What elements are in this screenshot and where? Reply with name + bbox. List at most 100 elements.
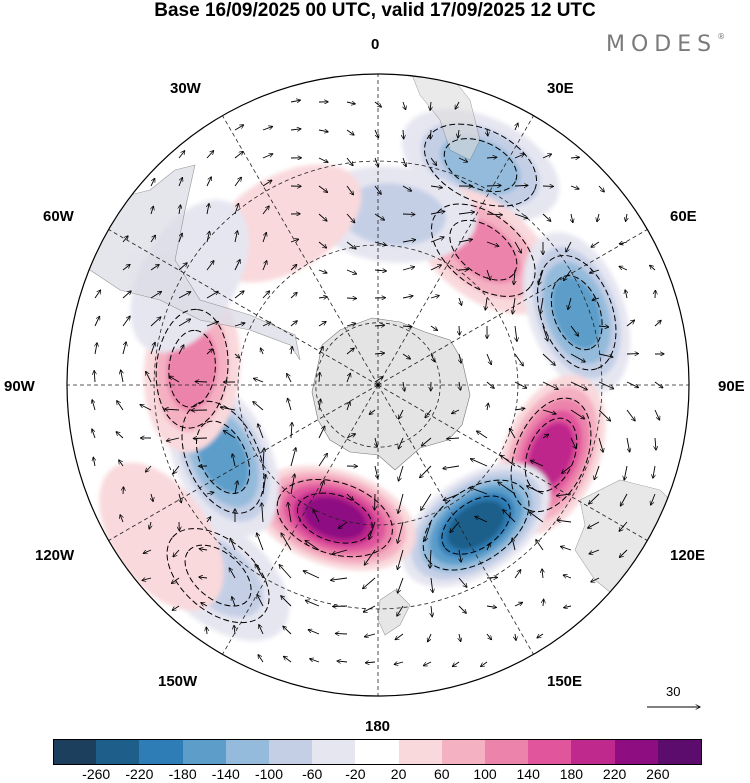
wind-vector (374, 465, 378, 478)
wind-vector (346, 298, 357, 299)
wind-vector (568, 297, 572, 310)
wind-vector (655, 437, 656, 450)
wind-vector (220, 407, 236, 411)
meridian-line (377, 384, 534, 655)
wind-vector (92, 429, 96, 439)
wind-vector (397, 521, 404, 543)
wind-vector (564, 269, 572, 281)
wind-vector (486, 185, 501, 186)
wind-vector (515, 123, 518, 131)
wind-vector (515, 633, 516, 640)
contour-line (184, 544, 252, 607)
wind-vector (116, 432, 124, 439)
wind-vector (374, 325, 385, 326)
wind-vector (598, 381, 614, 389)
wind-vector (287, 374, 292, 383)
wind-vector (140, 404, 152, 411)
wind-vector (459, 325, 460, 335)
wind-vector (447, 438, 460, 439)
wind-vector (319, 372, 320, 383)
wind-vector (598, 409, 611, 421)
wind-vector (458, 605, 466, 613)
wind-vector (620, 493, 628, 506)
wind-vector (171, 577, 180, 583)
wind-vector (430, 101, 431, 110)
graticule (67, 74, 689, 696)
wind-vector (178, 263, 187, 271)
wind-vector (232, 454, 236, 467)
wind-vector (597, 213, 599, 222)
wind-vector (283, 656, 292, 663)
wind-vector (481, 661, 488, 667)
wind-vector (255, 564, 264, 579)
wind-vector (119, 460, 124, 467)
meridian-line (108, 384, 379, 541)
wind-vector (431, 577, 433, 593)
wind-vector (397, 577, 404, 593)
wind-vector (514, 154, 524, 159)
wind-vector (529, 512, 544, 523)
wind-vector (235, 231, 238, 243)
wind-vector (591, 241, 600, 247)
wind-vector (514, 185, 528, 186)
wind-vector (257, 533, 264, 551)
wind-vector (143, 549, 152, 553)
wind-vector (430, 295, 439, 298)
wind-vector (117, 401, 124, 411)
wind-vector (421, 493, 432, 510)
wind-vector (450, 521, 460, 533)
wind-vector (206, 322, 219, 327)
wind-vector (369, 521, 376, 539)
wind-vector (421, 437, 432, 446)
wind-vector (332, 549, 348, 554)
wind-vector (561, 546, 572, 551)
wind-vector (166, 437, 180, 441)
wind-vector (178, 178, 182, 187)
wind-vector (527, 486, 544, 495)
wind-vector (487, 403, 488, 411)
colorbar-tick-label: 140 (516, 766, 540, 782)
contour-line (550, 275, 603, 351)
wind-vector (346, 129, 354, 135)
wind-vector (594, 465, 600, 480)
brand-name: MODES (606, 32, 718, 57)
wind-vector (123, 487, 124, 495)
wind-vector (318, 453, 327, 467)
wind-vector (305, 600, 320, 607)
reference-vector-label: 30 (666, 684, 681, 699)
wind-vector (430, 549, 431, 568)
wind-vector (570, 381, 587, 390)
lon-label-90w: 90W (4, 378, 35, 395)
wind-vector (619, 242, 628, 244)
south-america-land (69, 164, 301, 361)
wind-vector (335, 633, 348, 634)
wind-vector (165, 409, 180, 410)
wind-vector (374, 270, 386, 271)
wind-vector (122, 342, 126, 355)
wind-vector (262, 232, 266, 243)
colorbar-swatch (96, 739, 140, 765)
wind-vector (626, 381, 638, 388)
wind-vector (207, 204, 209, 215)
wind-vector (94, 316, 100, 327)
colorbar-tick-label: 260 (646, 766, 670, 782)
wind-vector (654, 381, 663, 388)
wind-vector (398, 465, 404, 481)
wind-vector (485, 297, 487, 310)
wind-vector (443, 493, 460, 500)
wind-vector (564, 606, 572, 608)
wind-vector (234, 323, 245, 327)
wind-vector (486, 606, 496, 607)
wind-vector (206, 291, 218, 299)
wind-vector (234, 125, 244, 131)
wind-vector (514, 213, 528, 218)
lon-label-180: 180 (365, 718, 391, 735)
contour-line (424, 123, 538, 207)
wind-vector (283, 626, 292, 635)
contour-line (276, 478, 393, 558)
wind-vector (653, 465, 655, 478)
lon-label-150w: 150W (158, 673, 198, 690)
wind-vector (258, 655, 264, 663)
wind-vector (486, 241, 499, 246)
wind-vector (402, 267, 415, 271)
